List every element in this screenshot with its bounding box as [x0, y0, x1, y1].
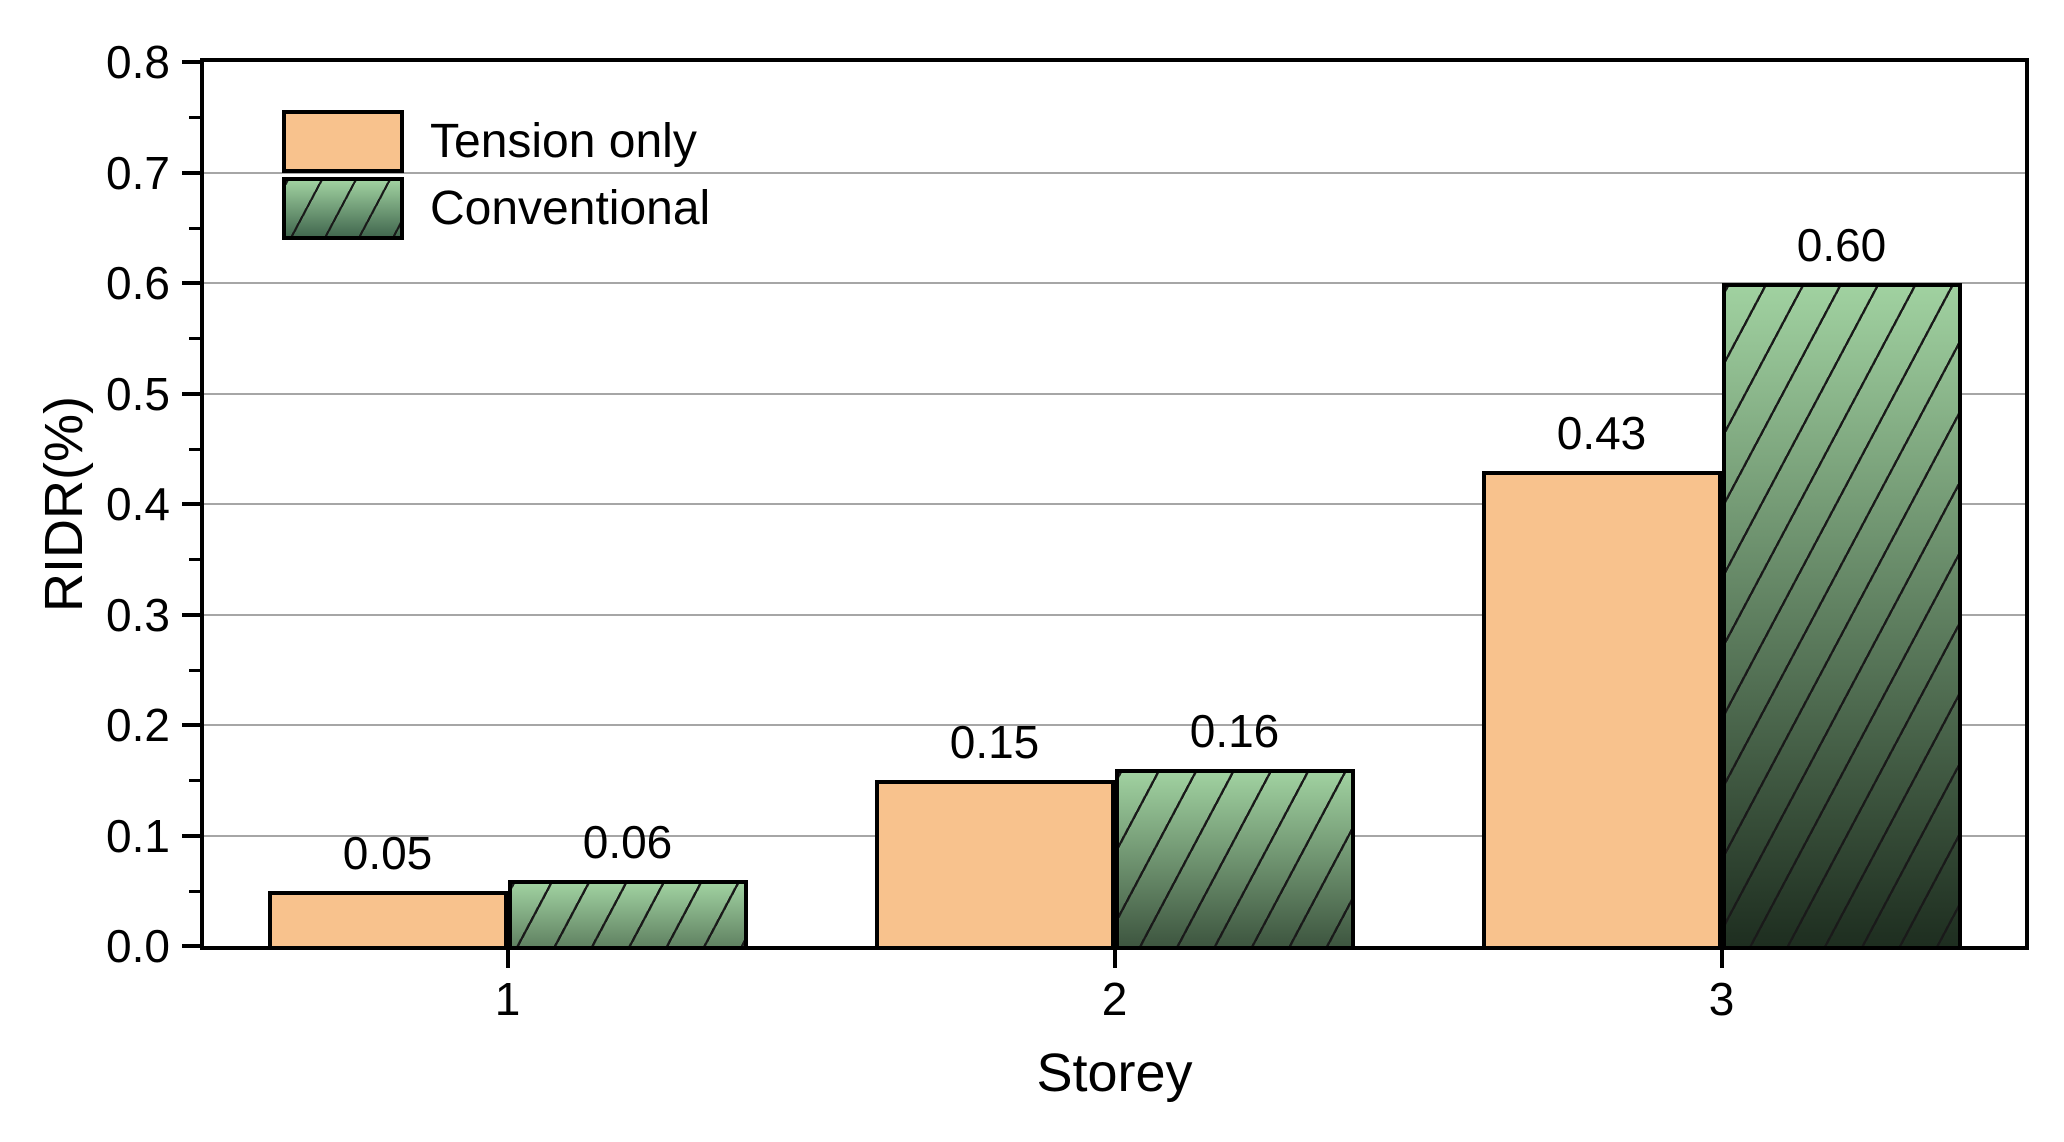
legend: Tension only Conventional [282, 110, 710, 244]
gridline [204, 613, 2025, 616]
bar-value-label: 0.43 [1556, 407, 1647, 459]
y-major-tick [182, 60, 200, 64]
legend-swatch-conventional [282, 177, 404, 240]
bar-tension-only [1481, 471, 1722, 946]
y-tick-label: 0.3 [106, 588, 170, 641]
bar-value-label: 0.06 [582, 816, 673, 868]
x-axis-title: Storey [1036, 1043, 1193, 1103]
bar-conventional [507, 880, 748, 946]
legend-label: Conventional [430, 182, 711, 235]
bar-conventional [1114, 769, 1355, 946]
x-major-tick [505, 950, 510, 968]
y-minor-tick [189, 337, 200, 341]
y-tick-label: 0.4 [106, 478, 170, 530]
legend-label: Tension only [430, 115, 697, 168]
y-major-tick [182, 833, 200, 838]
gridline [204, 392, 2025, 395]
bar-conventional [1721, 283, 1962, 946]
bar-value-label: 0.60 [1796, 219, 1887, 271]
y-major-tick [182, 391, 200, 396]
legend-item: Conventional [282, 177, 710, 240]
y-major-tick [182, 723, 200, 727]
y-minor-tick [189, 116, 200, 120]
gridline [204, 724, 2025, 726]
y-minor-tick [189, 447, 200, 451]
y-minor-tick [189, 889, 200, 893]
x-tick-label: 2 [1101, 973, 1128, 1025]
y-tick-label: 0.2 [106, 699, 170, 751]
plot-area [200, 58, 2029, 950]
y-tick-label: 0.8 [106, 36, 170, 88]
legend-swatch-tension-only [282, 110, 404, 173]
bar-tension-only [267, 891, 508, 946]
gridline [204, 282, 2025, 284]
x-tick-label: 1 [494, 973, 521, 1025]
y-minor-tick [189, 558, 200, 562]
x-tick-label: 3 [1708, 973, 1735, 1025]
y-major-tick [182, 170, 200, 175]
x-major-tick [1112, 950, 1117, 968]
y-major-tick [182, 502, 200, 506]
y-tick-label: 0.0 [106, 920, 170, 972]
gridline [204, 171, 2025, 174]
y-major-tick [182, 281, 200, 285]
x-major-tick [1719, 950, 1724, 968]
y-major-tick [182, 944, 200, 948]
y-major-tick [182, 612, 200, 617]
y-tick-label: 0.1 [106, 809, 170, 862]
y-tick-label: 0.5 [106, 367, 170, 420]
bar-tension-only [874, 780, 1115, 946]
bar-value-label: 0.05 [342, 827, 433, 879]
bar-value-label: 0.16 [1189, 705, 1280, 757]
y-minor-tick [189, 779, 200, 783]
legend-item: Tension only [282, 110, 710, 173]
y-tick-label: 0.6 [106, 257, 170, 309]
bar-value-label: 0.15 [949, 716, 1040, 768]
y-minor-tick [189, 668, 200, 672]
gridline [204, 503, 2025, 505]
y-minor-tick [189, 226, 200, 230]
y-tick-label: 0.7 [106, 146, 170, 199]
